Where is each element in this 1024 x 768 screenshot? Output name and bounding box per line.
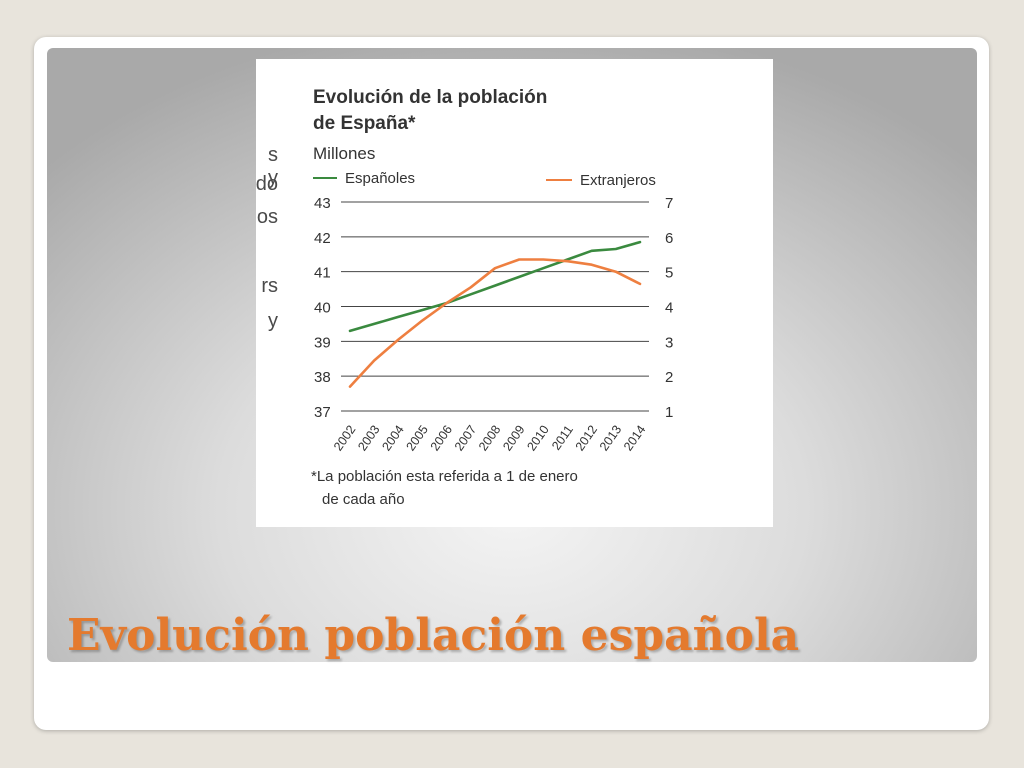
y-left-tick-label: 40 — [314, 300, 331, 317]
x-tick-label: 2014 — [621, 423, 648, 454]
chart-image: s y do os rs y Evolución de la población… — [256, 59, 773, 527]
y-left-tick-label: 43 — [314, 195, 331, 212]
grid-lines — [341, 201, 649, 412]
series-line-espanoles — [348, 240, 642, 333]
chart-title-line-1: Evolución de la población — [313, 87, 547, 108]
footnote-line-1: *La población esta referida a 1 de enero — [311, 468, 578, 485]
x-tick-label: 2010 — [524, 423, 551, 454]
y-right-tick-label: 2 — [665, 369, 673, 386]
y-left-tick-label: 39 — [314, 334, 331, 351]
x-tick-label: 2002 — [331, 423, 358, 454]
y-left-tick-label: 42 — [314, 230, 331, 247]
y-right-tick-label: 6 — [665, 230, 673, 247]
x-tick-label: 2009 — [500, 423, 527, 454]
y-left-tick-label: 41 — [314, 265, 331, 282]
y-right-tick-label: 3 — [665, 334, 673, 351]
x-tick-label: 2004 — [379, 423, 406, 454]
x-tick-label: 2006 — [428, 423, 455, 454]
y-right-tick-label: 4 — [665, 300, 673, 317]
y-right-tick-label: 7 — [665, 195, 673, 212]
series-line-extranjeros — [348, 258, 642, 388]
background-text-fragment: do — [255, 173, 278, 195]
y-right-tick-label: 1 — [665, 404, 673, 421]
x-tick-label: 2013 — [597, 423, 624, 454]
x-tick-label: 2011 — [549, 423, 576, 453]
axis-ticks: 4342414039383776543212002200320042005200… — [314, 195, 673, 454]
background-text-fragment: y — [268, 310, 278, 332]
legend-label-extranjeros: Extranjeros — [580, 172, 656, 189]
y-left-tick-label: 37 — [314, 404, 331, 421]
background-text-fragment: rs — [261, 275, 278, 297]
y-right-tick-label: 5 — [665, 265, 673, 282]
background-text-fragment: os — [256, 206, 278, 228]
population-chart: Evolución de la población de España* Mil… — [311, 87, 673, 508]
slide-title: Evolución población española — [67, 610, 800, 661]
background-text-fragment: s y — [268, 144, 278, 189]
chart-unit-label: Millones — [313, 144, 375, 163]
footnote-line-2: de cada año — [322, 491, 405, 508]
x-tick-label: 2003 — [355, 423, 382, 454]
x-tick-label: 2012 — [573, 423, 600, 454]
y-left-tick-label: 38 — [314, 369, 331, 386]
chart-title-line-2: de España* — [313, 113, 416, 134]
x-tick-label: 2005 — [404, 423, 431, 454]
series-lines — [348, 240, 642, 388]
x-tick-label: 2008 — [476, 423, 503, 454]
legend-label-espanoles: Españoles — [345, 170, 415, 187]
x-tick-label: 2007 — [452, 423, 479, 454]
